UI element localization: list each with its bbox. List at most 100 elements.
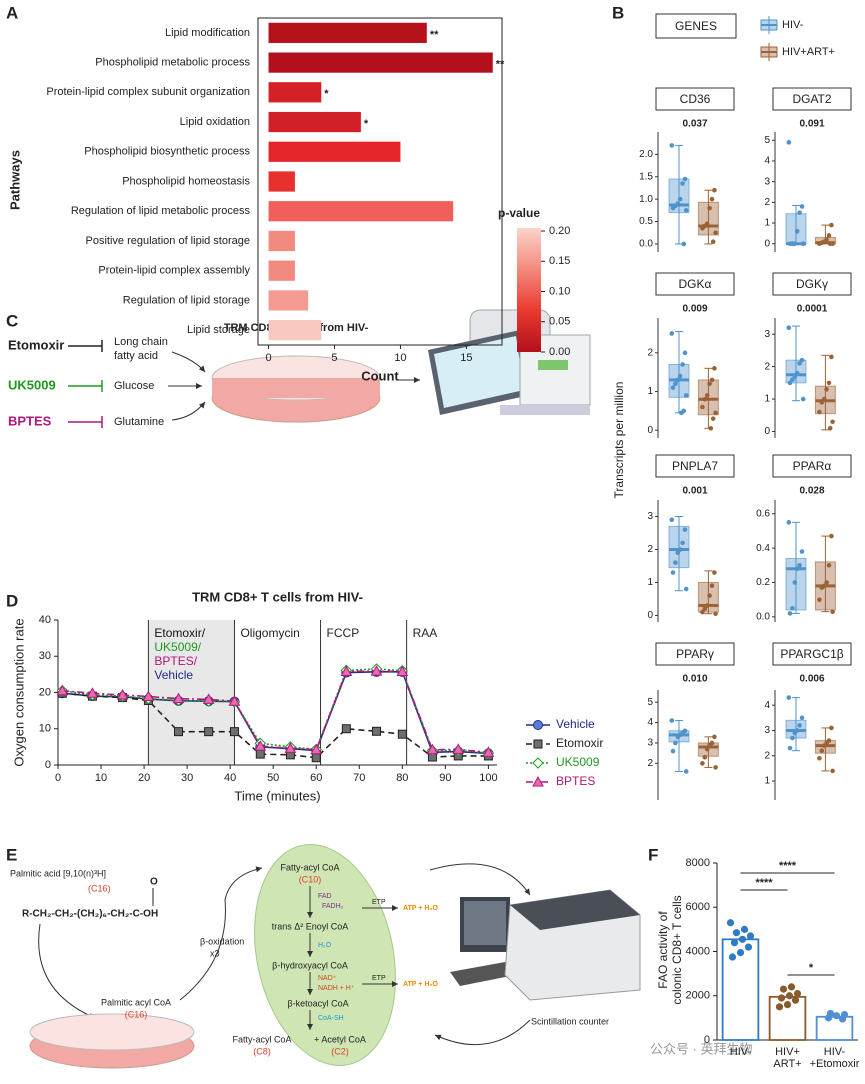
- y-tick-label: 8000: [686, 857, 710, 869]
- data-point: [799, 549, 805, 554]
- y-tick-label: 1: [764, 394, 770, 405]
- marker: [482, 746, 495, 757]
- data-point: [826, 233, 832, 238]
- data-point: [670, 570, 676, 575]
- y-tick-label: 10: [39, 723, 51, 735]
- instrument-label: Scintillation counter: [531, 1016, 609, 1026]
- y-tick-label: 0.4: [756, 543, 770, 554]
- data-point: [740, 925, 749, 933]
- x-tick-label: 50: [267, 772, 279, 784]
- data-point: [800, 396, 806, 402]
- data-point: [790, 377, 795, 382]
- data-point: [775, 1003, 784, 1011]
- data-point: [683, 393, 689, 398]
- data-point: [683, 208, 689, 213]
- marker: [254, 740, 267, 751]
- arrow: [38, 923, 96, 1019]
- data-point: [683, 769, 689, 774]
- dish-rim: [29, 1013, 195, 1051]
- data-point: [792, 580, 798, 585]
- data-point: [669, 143, 675, 148]
- y-tick-label: 4000: [686, 945, 710, 957]
- y-tick-label: 0: [647, 610, 653, 621]
- y-tick-label: 2: [764, 197, 770, 208]
- analyzer-base: [500, 405, 590, 415]
- etp: ETP: [372, 899, 386, 906]
- p-value: 0.001: [682, 486, 707, 497]
- marker: [172, 692, 185, 704]
- title-box: [655, 272, 735, 296]
- arrow: [171, 351, 206, 373]
- y-tick-label: 5: [764, 135, 770, 146]
- data-point: [779, 985, 788, 993]
- x-tick-label: 5: [331, 352, 337, 364]
- y-tick-label: 1: [647, 386, 653, 397]
- cofactor: NADH + H⁺: [318, 985, 355, 992]
- atp: ATP + H₂O: [403, 981, 438, 988]
- significance: ****: [779, 860, 797, 872]
- panel-label: C: [6, 311, 18, 330]
- data-point: [800, 241, 806, 247]
- data-point: [821, 396, 827, 402]
- marker: [202, 693, 215, 704]
- y-tick-label: Phospholipid homeostasis: [122, 175, 250, 187]
- data-point: [704, 603, 710, 608]
- x-tick-label: HIV-: [824, 1046, 846, 1058]
- etp: ETP: [372, 975, 386, 982]
- legend-label: Vehicle: [556, 717, 595, 731]
- data-point: [797, 723, 802, 728]
- panel-label: B: [612, 3, 624, 22]
- p-value: 0.028: [799, 486, 824, 497]
- marker: [255, 749, 265, 759]
- data-point: [681, 241, 687, 247]
- y-axis-label: Transcripts per million: [612, 382, 626, 499]
- data-point: [728, 953, 737, 961]
- keyboard: [450, 962, 515, 986]
- legend-label: Etomoxir: [556, 736, 603, 750]
- significance: *: [324, 88, 329, 100]
- arrow: [179, 866, 263, 1001]
- intermediate: Palmitic acyl CoA: [101, 997, 171, 1007]
- y-tick-label: 30: [39, 650, 51, 662]
- y-tick-label: 0: [704, 1034, 710, 1046]
- step: β-oxidation: [200, 936, 244, 946]
- y-tick-label: Protein-lipid complex assembly: [98, 265, 250, 277]
- data-point: [670, 385, 676, 390]
- bar: [268, 82, 322, 103]
- marker: [229, 727, 239, 737]
- phase-label: Vehicle: [154, 668, 193, 682]
- y-tick-label: 0: [764, 426, 770, 437]
- cofactor: FAD: [318, 893, 332, 900]
- marker: [284, 742, 297, 753]
- y-tick-label: 2: [764, 361, 770, 372]
- data-point: [700, 404, 705, 410]
- data-point: [680, 362, 685, 367]
- y-tick-label: 1.5: [639, 171, 653, 182]
- y-tick-label: 3: [647, 511, 653, 522]
- x-tick-label: 10: [95, 772, 107, 784]
- y-tick-label: 5: [647, 697, 653, 708]
- y-tick-label: 6000: [686, 901, 710, 913]
- x-tick-label: 15: [460, 352, 472, 364]
- data-point: [709, 196, 715, 202]
- data-point: [819, 748, 825, 753]
- subplot-title: PPARα: [793, 459, 832, 473]
- data-point: [838, 1015, 847, 1023]
- data-point: [683, 586, 689, 592]
- marker: [396, 665, 409, 676]
- data-point: [702, 754, 708, 760]
- p-value: 0.091: [799, 119, 824, 130]
- subplot-title: PNPLA7: [672, 459, 718, 473]
- data-point: [799, 715, 805, 721]
- y-tick-label: Positive regulation of lipid storage: [86, 235, 250, 247]
- legend-marker: [532, 757, 544, 769]
- bar: [268, 171, 295, 192]
- data-point: [793, 989, 802, 998]
- data-point: [675, 734, 681, 740]
- x-tick-label: 0: [265, 352, 271, 364]
- data-point: [829, 533, 834, 539]
- y-tick-label: 4: [647, 717, 653, 728]
- x-tick-label: 10: [394, 352, 406, 364]
- y-tick-label: Phospholipid metabolic process: [95, 56, 250, 68]
